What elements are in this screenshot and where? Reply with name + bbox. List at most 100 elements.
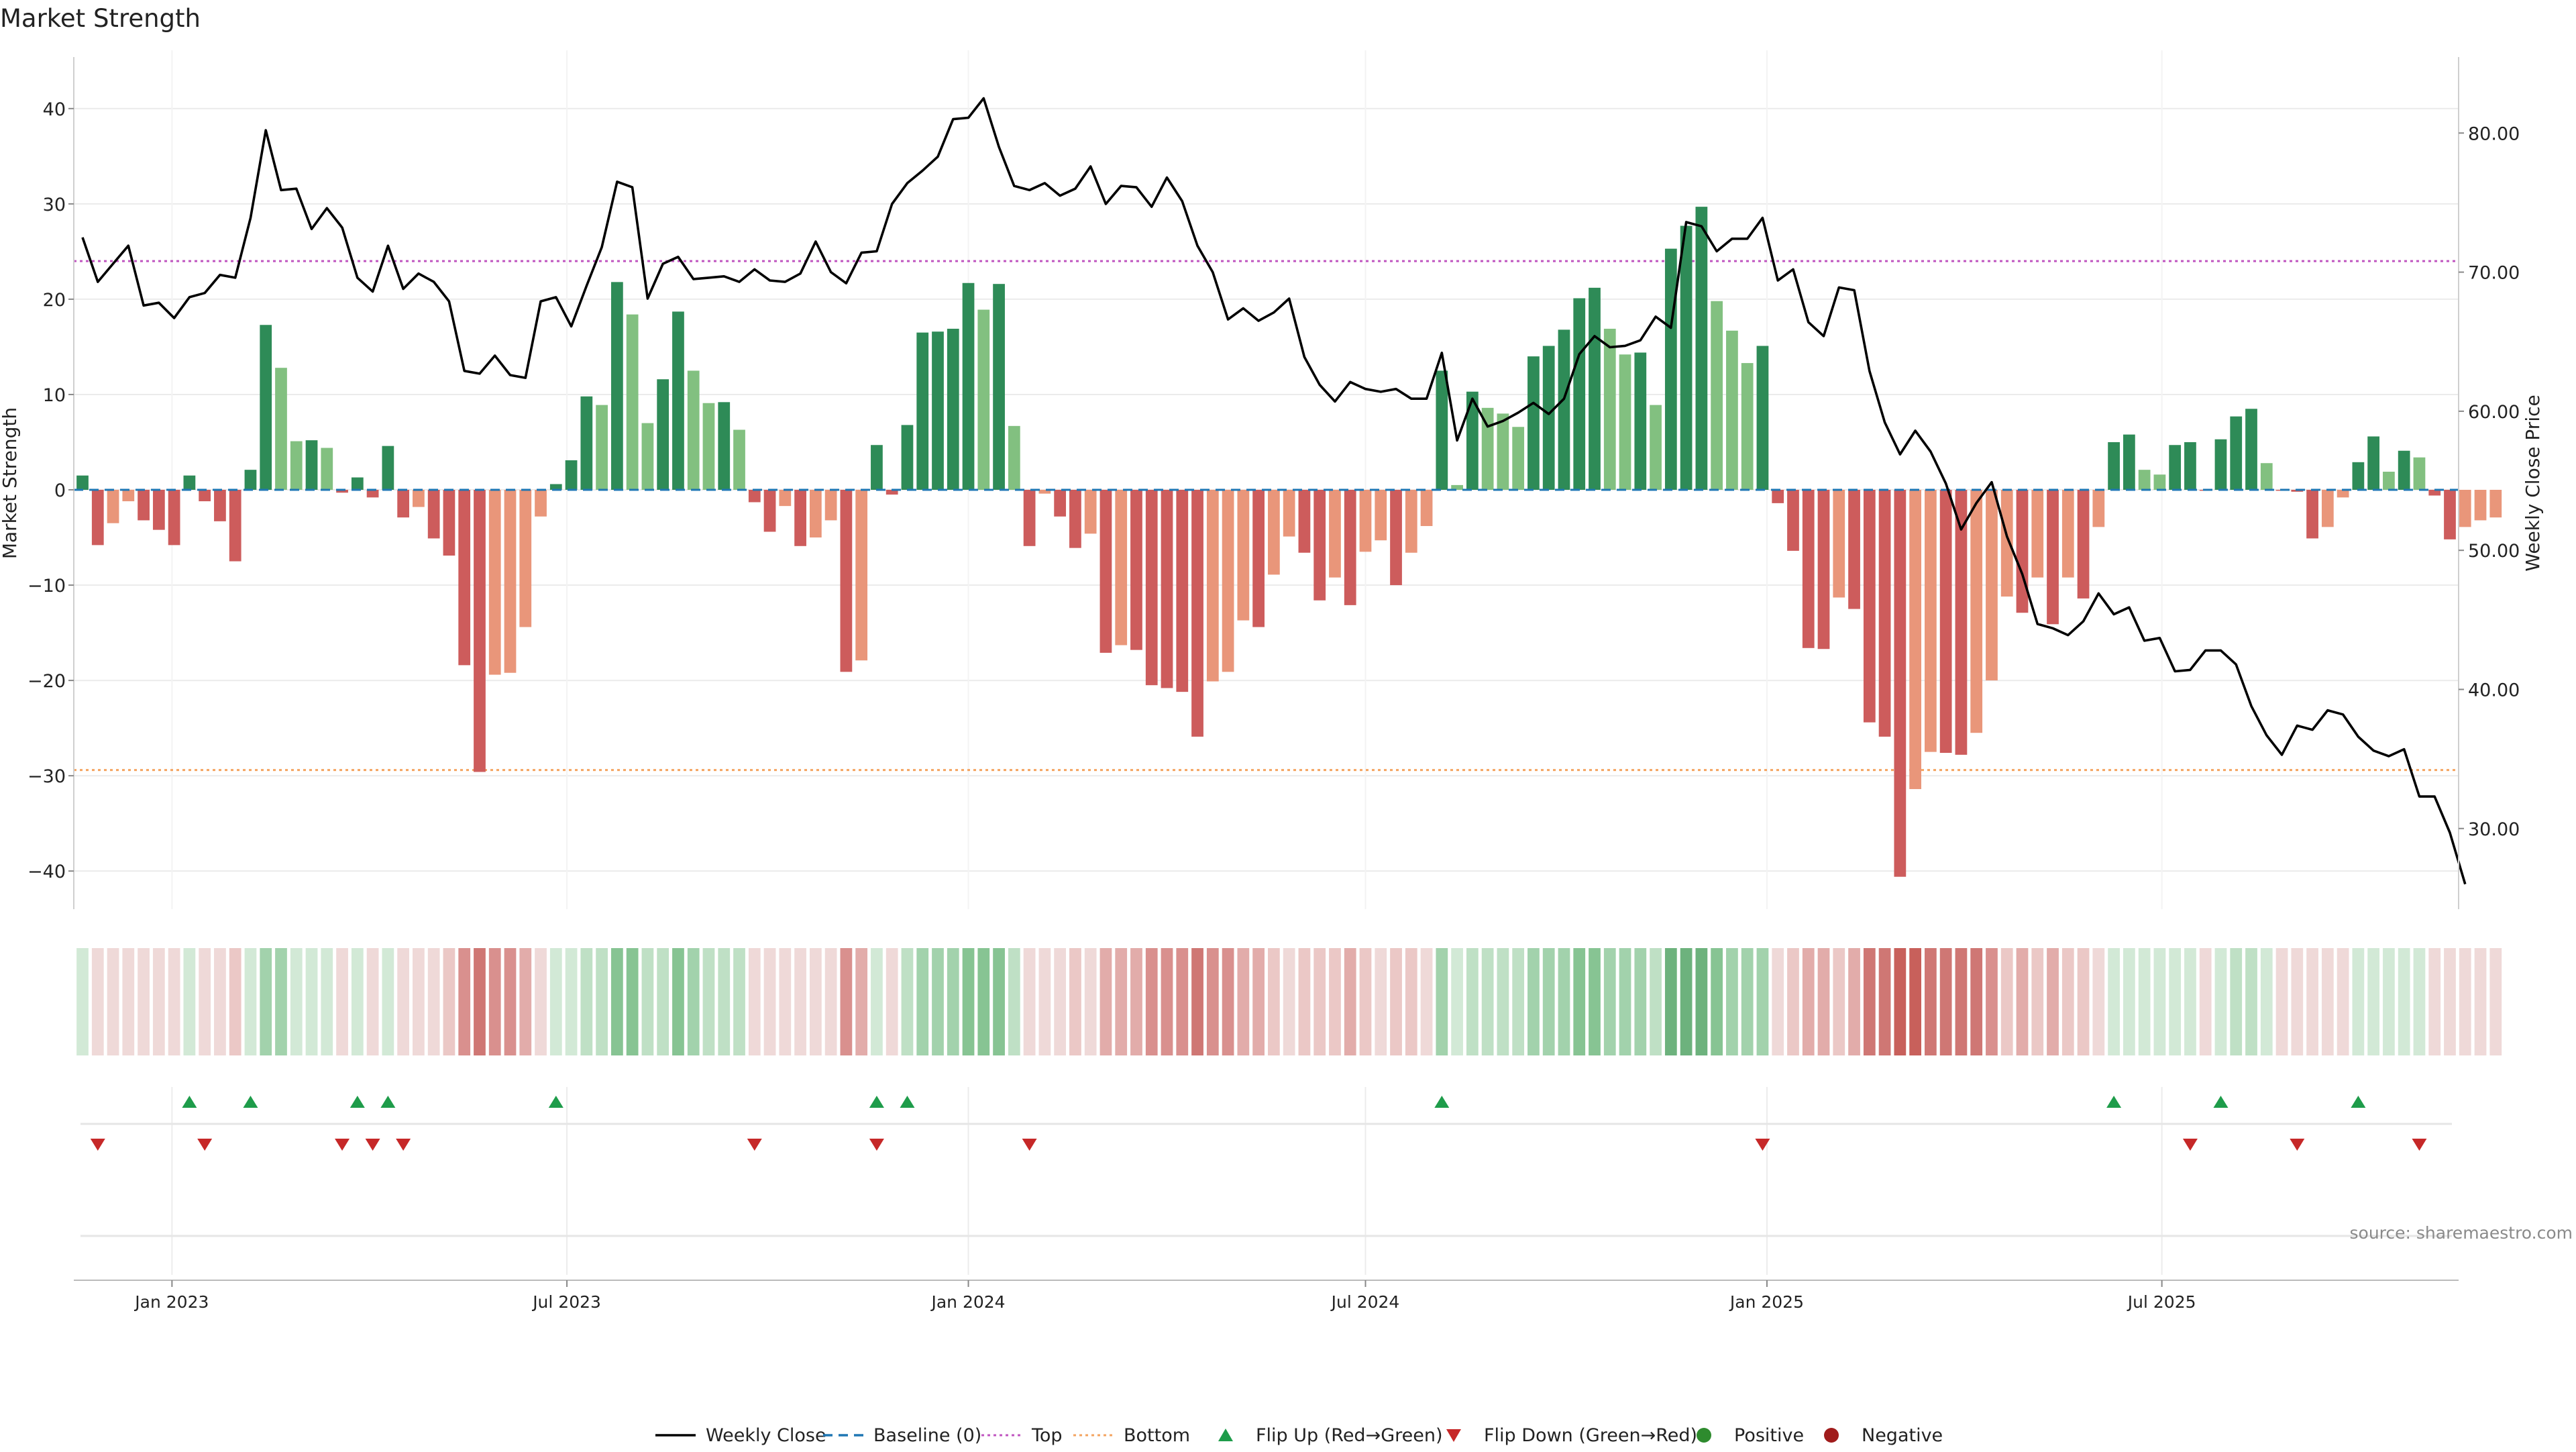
- heat-band-cell: [1420, 948, 1433, 1055]
- heat-band-cell: [1344, 948, 1356, 1055]
- strength-bar: [2367, 436, 2380, 490]
- heat-band-cell: [1084, 948, 1097, 1055]
- heat-band-cell: [1069, 948, 1081, 1055]
- strength-bar: [1084, 490, 1097, 534]
- strength-bar: [763, 490, 776, 532]
- heat-band-cell: [1161, 948, 1173, 1055]
- strength-bar: [229, 490, 241, 562]
- heat-band-cell: [1558, 948, 1570, 1055]
- heat-band-cell: [2061, 948, 2074, 1055]
- strength-bar: [718, 402, 731, 490]
- heat-band-cell: [1878, 948, 1891, 1055]
- strength-bar: [840, 490, 853, 672]
- strength-bar: [152, 490, 165, 530]
- strength-bar: [1939, 490, 1952, 754]
- heat-band-cell: [610, 948, 623, 1055]
- strength-bar: [1558, 329, 1570, 490]
- strength-bar: [1787, 490, 1799, 551]
- strength-bar: [504, 490, 517, 673]
- strength-bar: [2061, 490, 2074, 578]
- strength-bar: [1466, 391, 1479, 490]
- strength-bar: [962, 282, 975, 490]
- strength-bar: [809, 490, 822, 538]
- heat-band-cell: [1741, 948, 1754, 1055]
- strength-bar: [2474, 490, 2487, 521]
- heat-band-cell: [2428, 948, 2441, 1055]
- strength-bar: [2153, 474, 2166, 490]
- strength-bar: [565, 460, 578, 490]
- left-axis-tick-label: −40: [28, 862, 66, 882]
- strength-bar: [1909, 490, 1922, 790]
- heat-band-cell: [1802, 948, 1815, 1055]
- strength-bar: [1512, 427, 1525, 490]
- strength-bar: [2306, 490, 2318, 539]
- heat-band-cell: [1909, 948, 1922, 1055]
- heat-band-cell: [993, 948, 1005, 1055]
- strength-bar: [2031, 490, 2044, 578]
- heat-band-cell: [1145, 948, 1158, 1055]
- heat-band-cell: [397, 948, 410, 1055]
- heat-band-cell: [91, 948, 104, 1055]
- strength-bar: [2230, 416, 2243, 490]
- legend-label: Negative: [1862, 1425, 1943, 1446]
- strength-bar: [1863, 490, 1876, 723]
- heat-band-cell: [549, 948, 562, 1055]
- heat-band-cell: [794, 948, 806, 1055]
- strength-bar: [413, 490, 425, 507]
- strength-bar: [183, 475, 196, 490]
- heat-band-cell: [748, 948, 761, 1055]
- heat-band-cell: [1589, 948, 1601, 1055]
- heat-band-cell: [779, 948, 792, 1055]
- strength-bar: [2016, 490, 2029, 613]
- strength-bar: [1878, 490, 1891, 737]
- heat-band-cell: [183, 948, 196, 1055]
- strength-bar: [1237, 490, 1250, 621]
- heat-band-cell: [657, 948, 669, 1055]
- strength-bar: [443, 490, 455, 556]
- strength-bar: [336, 490, 348, 493]
- strength-bar: [122, 490, 135, 502]
- strength-bar: [1772, 490, 1784, 503]
- heat-band-cell: [275, 948, 287, 1055]
- strength-bar: [1848, 490, 1860, 609]
- heat-band-cell: [2413, 948, 2426, 1055]
- strength-bar: [321, 448, 333, 490]
- legend-item-bottom: Bottom: [1073, 1425, 1190, 1446]
- strength-bar: [1130, 490, 1142, 650]
- strength-bar: [1741, 363, 1754, 490]
- heat-band-cell: [2230, 948, 2243, 1055]
- heat-band-cell: [2489, 948, 2502, 1055]
- heat-band-cell: [1970, 948, 1983, 1055]
- heat-band-cell: [672, 948, 684, 1055]
- strength-bar: [993, 284, 1005, 490]
- heat-band-cell: [1359, 948, 1372, 1055]
- heat-band-cell: [168, 948, 180, 1055]
- chart-title: Market Strength: [0, 4, 201, 33]
- strength-bar: [657, 379, 669, 490]
- strength-bar: [382, 446, 394, 490]
- heat-band-cell: [458, 948, 471, 1055]
- strength-bar: [794, 490, 806, 546]
- heat-band-cell: [1466, 948, 1479, 1055]
- heat-band-cell: [2352, 948, 2365, 1055]
- heat-band-cell: [488, 948, 501, 1055]
- strength-bar: [1420, 490, 1433, 526]
- right-axis-tick-label: 70.00: [2468, 263, 2520, 284]
- heat-band-cell: [1008, 948, 1020, 1055]
- legend-label: Top: [1031, 1425, 1063, 1446]
- flip-down-marker: [90, 1139, 105, 1151]
- heat-band-cell: [916, 948, 929, 1055]
- strength-bar: [1955, 490, 1968, 755]
- strength-bar: [76, 475, 89, 490]
- strength-bar: [1481, 407, 1494, 490]
- heat-band-cell: [1603, 948, 1616, 1055]
- heat-band-cell: [1527, 948, 1540, 1055]
- heat-band-cell: [871, 948, 883, 1055]
- strength-bar: [1313, 490, 1326, 601]
- strength-bar: [779, 490, 792, 507]
- heat-band-cell: [504, 948, 517, 1055]
- strength-bar: [397, 490, 410, 518]
- heat-band-cell: [229, 948, 241, 1055]
- strength-bar: [1680, 225, 1693, 490]
- strength-bar: [138, 490, 150, 521]
